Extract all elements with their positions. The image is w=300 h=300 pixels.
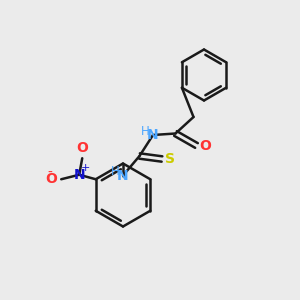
Text: H: H (141, 125, 149, 138)
Text: O: O (46, 172, 58, 186)
Text: O: O (199, 139, 211, 153)
Text: H: H (111, 165, 119, 178)
Text: N: N (117, 169, 129, 182)
Text: N: N (74, 168, 85, 182)
Text: -: - (47, 166, 52, 180)
Text: +: + (81, 163, 91, 173)
Text: N: N (147, 128, 159, 142)
Text: O: O (76, 141, 88, 154)
Text: S: S (165, 152, 175, 166)
